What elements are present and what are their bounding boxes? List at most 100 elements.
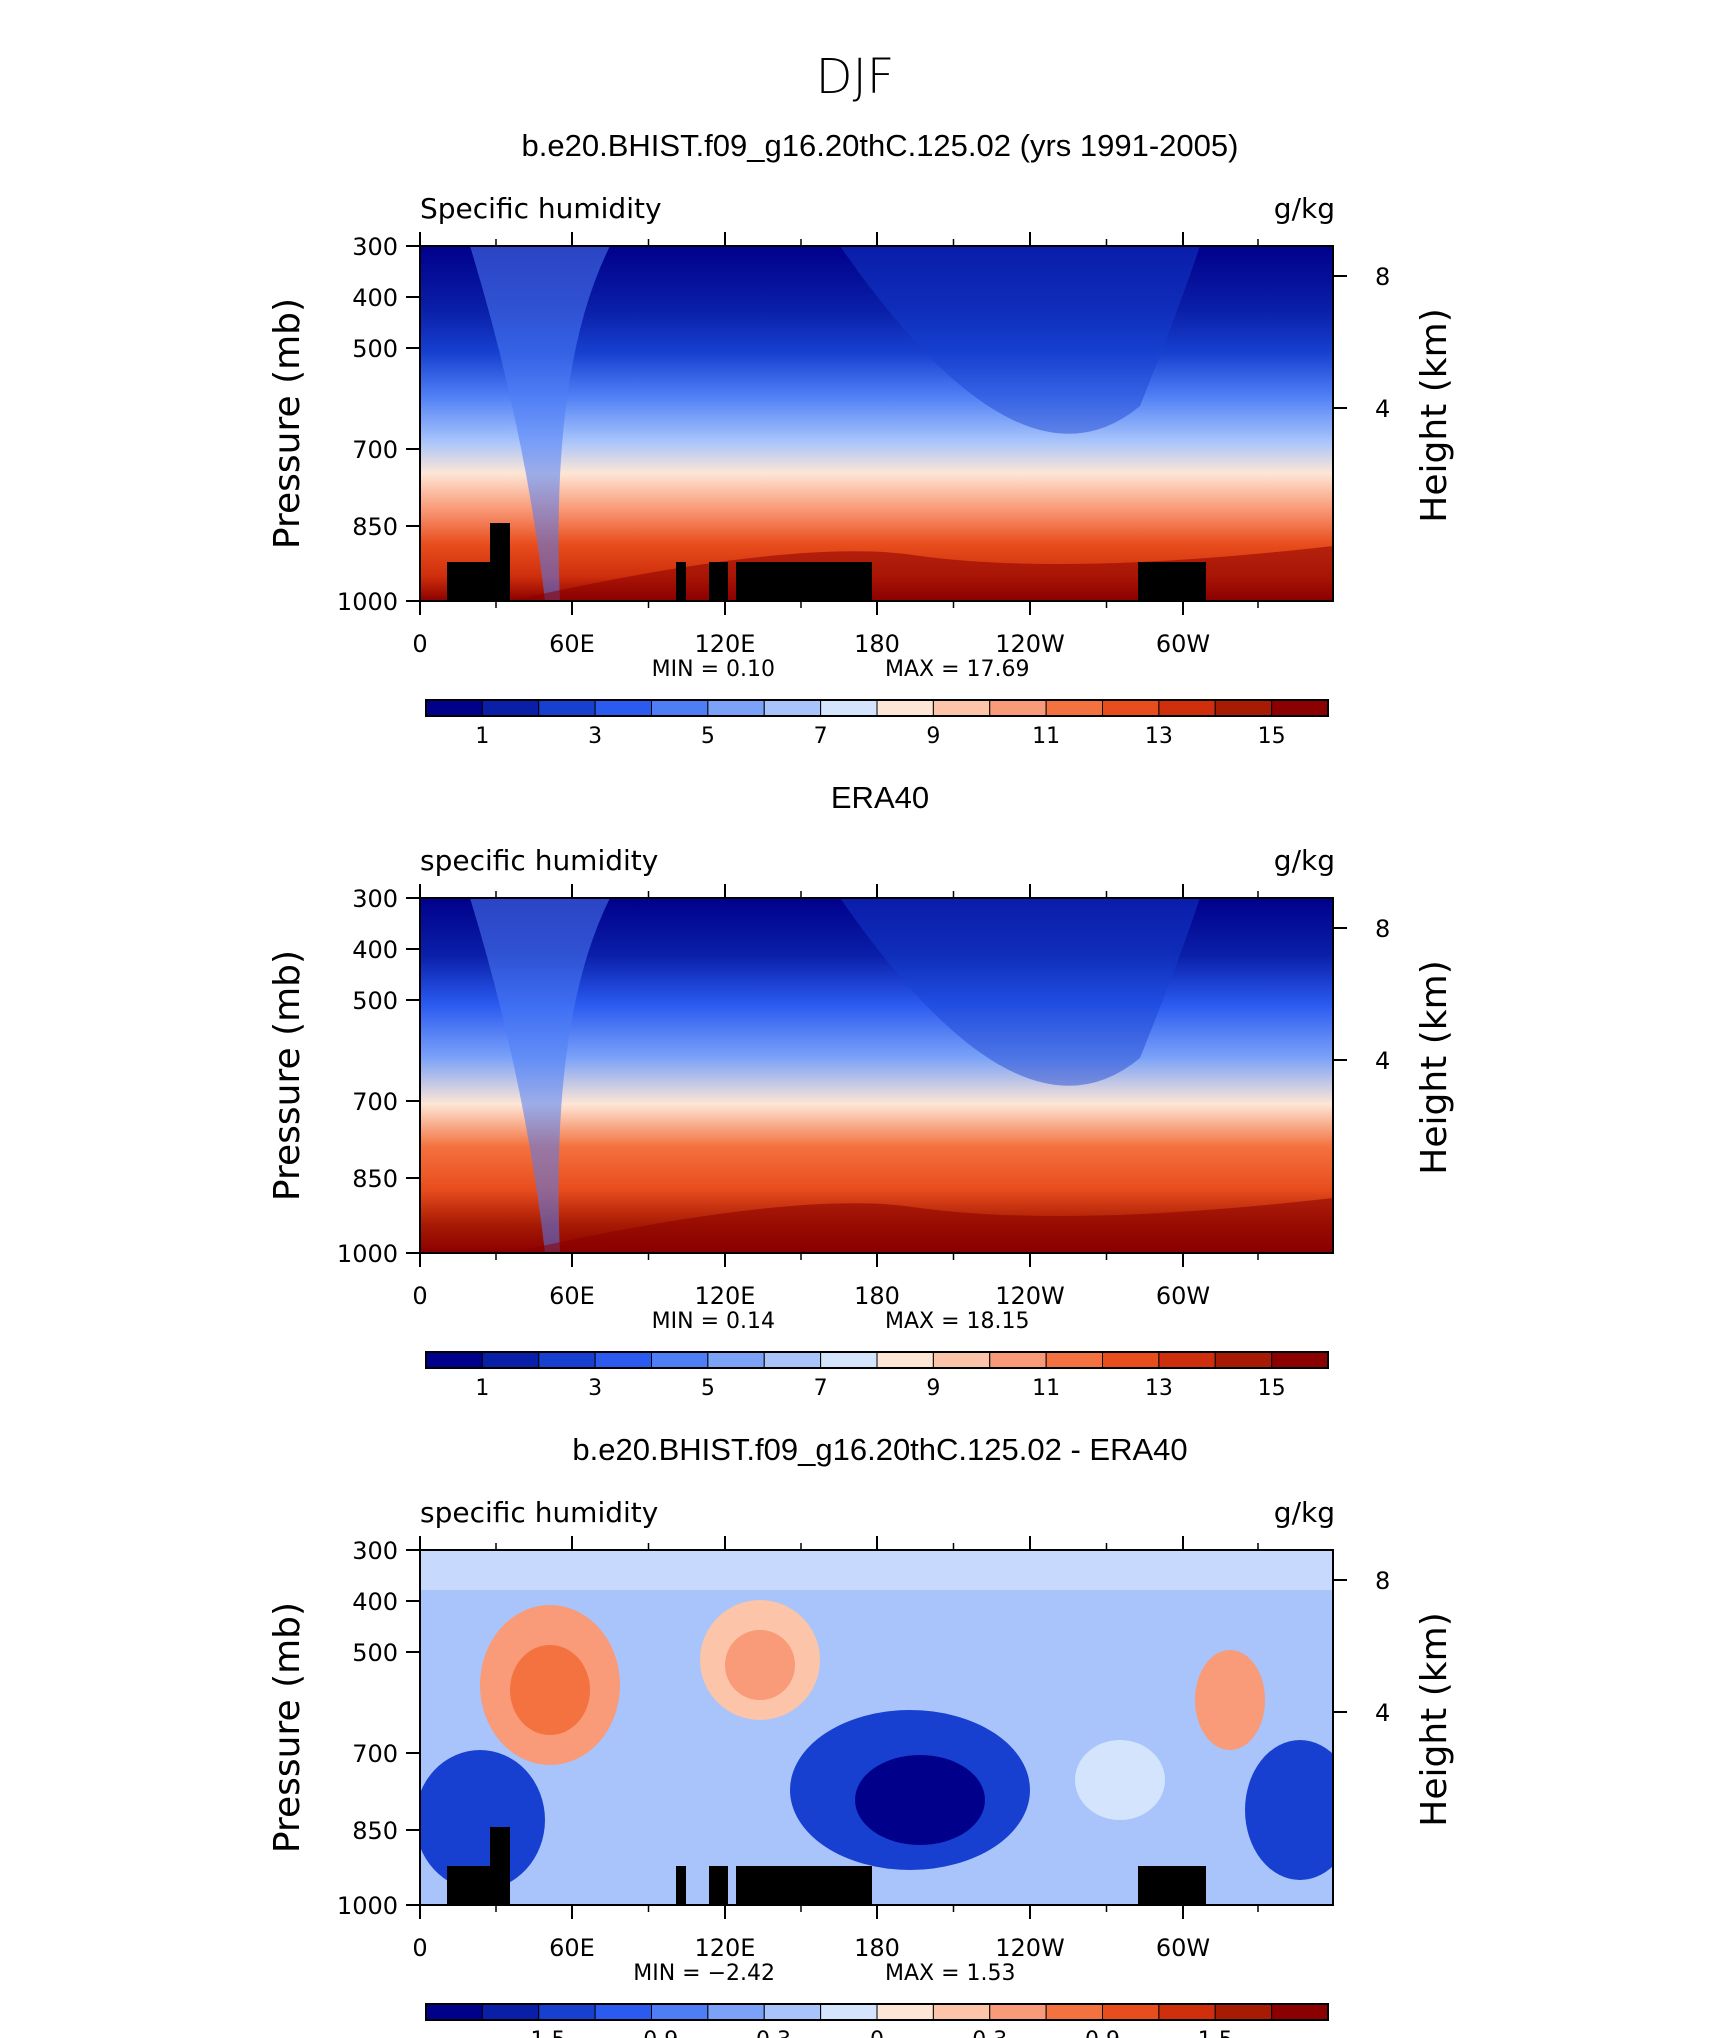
colorbar-label: 5	[701, 1376, 715, 1401]
colorbar-swatch	[651, 1351, 709, 1369]
min-label: MIN = 0.10	[652, 657, 775, 682]
colorbar-label: −0.9	[625, 2028, 678, 2038]
x-tick-label: 60E	[549, 630, 595, 658]
colorbar-swatch	[1271, 699, 1329, 717]
y-tick-label: 500	[352, 335, 398, 363]
colorbar-swatch	[1214, 2003, 1273, 2021]
x-tick-label: 60E	[549, 1934, 595, 1962]
y-right-axis-title: Height (km)	[1414, 960, 1455, 1174]
units-label: g/kg	[1274, 844, 1335, 877]
y-tick-label: 500	[352, 1639, 398, 1667]
colorbar-swatch	[1214, 1351, 1273, 1369]
colorbar-label: 9	[926, 724, 940, 749]
y-tick-label: 400	[352, 936, 398, 964]
panel-title: ERA40	[831, 780, 929, 815]
min-label: MIN = −2.42	[633, 1961, 775, 1986]
panel-1: b.e20.BHIST.f09_g16.20thC.125.02 (yrs 19…	[267, 128, 1455, 749]
colorbar-swatch	[594, 699, 652, 717]
x-tick-label: 180	[854, 1282, 900, 1310]
x-tick-label: 120E	[695, 630, 756, 658]
colorbar-swatch	[538, 699, 596, 717]
moist-boundary	[510, 1198, 1333, 1253]
y-tick-label: 700	[352, 1740, 398, 1768]
x-tick-label: 60W	[1156, 1934, 1210, 1962]
colorbar-swatch	[876, 2003, 934, 2021]
weak-anomaly	[420, 1550, 1333, 1590]
y-tick-label: 400	[352, 1588, 398, 1616]
max-label: MAX = 18.15	[885, 1309, 1030, 1334]
colorbar-swatch	[1158, 1351, 1216, 1369]
colorbar-label: 13	[1145, 724, 1173, 749]
colorbar-label: 3	[588, 1376, 602, 1401]
colorbar-label: 3	[588, 724, 602, 749]
colorbar-label: 1.5	[1198, 2028, 1233, 2038]
colorbar-swatch	[1102, 2003, 1160, 2021]
colorbar-swatch	[481, 2003, 540, 2021]
dry-tongue	[470, 898, 610, 1253]
x-tick-label: 0	[412, 1282, 427, 1310]
max-label: MAX = 17.69	[885, 657, 1030, 682]
variable-label: specific humidity	[420, 1496, 658, 1529]
y-axis-title: Pressure (mb)	[267, 950, 308, 1201]
colorbar-swatch	[481, 699, 540, 717]
x-tick-label: 120W	[995, 1934, 1065, 1962]
units-label: g/kg	[1274, 192, 1335, 225]
colorbar-swatch	[1102, 699, 1160, 717]
colorbar-swatch	[820, 699, 878, 717]
dry-tongue	[470, 246, 610, 601]
colorbar-swatch	[932, 699, 991, 717]
y-tick-label: 1000	[337, 1892, 398, 1920]
y-right-tick-label: 4	[1375, 1047, 1390, 1075]
x-tick-label: 180	[854, 630, 900, 658]
colorbar-swatch	[1045, 699, 1103, 717]
colorbar-swatch	[989, 1351, 1047, 1369]
terrain-mask	[1138, 1866, 1206, 1905]
terrain-mask	[447, 1866, 498, 1905]
contour-field	[420, 1550, 1333, 1905]
colorbar-swatch	[763, 1351, 822, 1369]
y-right-tick-label: 4	[1375, 395, 1390, 423]
y-right-tick-label: 8	[1375, 263, 1390, 291]
y-tick-label: 1000	[337, 588, 398, 616]
moist-anomaly-core	[725, 1630, 795, 1700]
colorbar-swatch	[820, 1351, 878, 1369]
colorbar-label: 13	[1145, 1376, 1173, 1401]
dry-anomaly-core	[855, 1755, 985, 1845]
colorbar-swatch	[707, 2003, 765, 2021]
y-axis-title: Pressure (mb)	[267, 1602, 308, 1853]
dry-pacific	[840, 898, 1200, 1086]
colorbar-swatch	[425, 2003, 483, 2021]
colorbar-swatch	[876, 699, 934, 717]
variable-label: Specific humidity	[420, 192, 662, 225]
colorbar-label: 0.3	[972, 2028, 1007, 2038]
weak-anomaly	[1075, 1740, 1165, 1820]
y-tick-label: 300	[352, 885, 398, 913]
x-tick-label: 0	[412, 1934, 427, 1962]
colorbar-swatch	[876, 1351, 934, 1369]
colorbar: 1 3 5 7 9 11 13 15	[425, 699, 1329, 749]
terrain-mask	[447, 562, 498, 601]
colorbar-swatch	[820, 2003, 878, 2021]
y-tick-label: 850	[352, 513, 398, 541]
colorbar-label: 0	[870, 2028, 884, 2038]
terrain-mask	[709, 562, 728, 601]
terrain-mask	[490, 1827, 510, 1905]
variable-label: specific humidity	[420, 844, 658, 877]
y-tick-label: 850	[352, 1165, 398, 1193]
x-tick-label: 120W	[995, 630, 1065, 658]
terrain-mask	[676, 562, 686, 601]
x-tick-label: 60W	[1156, 630, 1210, 658]
colorbar-label: 0.9	[1085, 2028, 1120, 2038]
max-label: MAX = 1.53	[885, 1961, 1016, 1986]
terrain-mask	[736, 562, 872, 601]
y-tick-label: 300	[352, 233, 398, 261]
x-tick-label: 120E	[695, 1282, 756, 1310]
colorbar-swatch	[1102, 1351, 1160, 1369]
colorbar-swatch	[481, 1351, 540, 1369]
colorbar-swatch	[1158, 699, 1216, 717]
units-label: g/kg	[1274, 1496, 1335, 1529]
page-title: DJF	[816, 49, 895, 105]
dry-anomaly	[1245, 1740, 1333, 1880]
contour-field	[420, 898, 1333, 1253]
colorbar-label: 1	[475, 1376, 489, 1401]
